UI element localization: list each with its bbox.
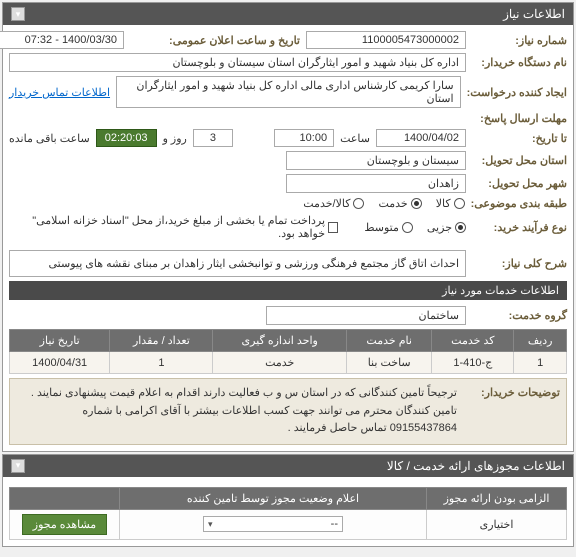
col-unit: واحد اندازه گیری — [213, 330, 347, 352]
services-table: ردیف کد خدمت نام خدمت واحد اندازه گیری ت… — [9, 329, 567, 374]
status-select[interactable]: -- ▾ — [203, 516, 343, 532]
col-mandatory: الزامی بودن ارائه مجوز — [427, 487, 567, 509]
deadline-label: مهلت ارسال پاسخ: — [472, 112, 567, 125]
service-group-value: ساختمان — [266, 306, 466, 325]
services-subheader: اطلاعات خدمات مورد نیاز — [9, 281, 567, 300]
city-label: شهر محل تحویل: — [472, 177, 567, 190]
province-label: استان محل تحویل: — [472, 154, 567, 167]
creator-label: ایجاد کننده درخواست: — [467, 86, 567, 99]
days-label: روز و — [163, 132, 187, 145]
chevron-down-icon: ▾ — [208, 519, 213, 530]
col-row: ردیف — [514, 330, 567, 352]
province-value: سیستان و بلوچستان — [286, 151, 466, 170]
need-no-label: شماره نیاز: — [472, 34, 567, 47]
col-qty: تعداد / مقدار — [110, 330, 213, 352]
need-info-header: اطلاعات نیاز ▾ — [3, 3, 573, 25]
licenses-title: اطلاعات مجوزهای ارائه خدمت / کالا — [387, 459, 565, 473]
collapse-icon-2[interactable]: ▾ — [11, 459, 25, 473]
buyer-org-value: اداره کل بنیاد شهید و امور ایثارگران است… — [9, 53, 466, 72]
categorize-label: طبقه بندی موضوعی: — [471, 197, 567, 210]
service-group-label: گروه خدمت: — [472, 309, 567, 322]
remain-label: ساعت باقی مانده — [9, 132, 90, 145]
purchase-type-radio-group: جزیی متوسط — [364, 221, 466, 234]
deadline-time: 10:00 — [274, 129, 334, 147]
summary-value: احداث اتاق گاز مجتمع فرهنگی ورزشی و توان… — [9, 250, 466, 277]
purchase-type-label: نوع فرآیند خرید: — [472, 221, 567, 234]
radio-kala[interactable]: کالا — [436, 197, 465, 210]
city-value: زاهدان — [286, 174, 466, 193]
time-label-1: ساعت — [340, 132, 370, 145]
col-name: نام خدمت — [346, 330, 431, 352]
licenses-header: اطلاعات مجوزهای ارائه خدمت / کالا ▾ — [3, 455, 573, 477]
col-date: تاریخ نیاز — [10, 330, 110, 352]
countdown: 02:20:03 — [96, 129, 157, 147]
buyer-contact-link[interactable]: اطلاعات تماس خریدار — [9, 86, 110, 99]
announce-label: تاریخ و ساعت اعلان عمومی: — [130, 34, 300, 47]
status-cell: -- ▾ — [120, 509, 427, 539]
collapse-icon[interactable]: ▾ — [11, 7, 25, 21]
todate-label: تا تاریخ: — [472, 132, 567, 145]
announce-value: 1400/03/30 - 07:32 — [0, 31, 124, 49]
radio-jozi[interactable]: جزیی — [427, 221, 466, 234]
radio-khadamat[interactable]: خدمت — [378, 197, 421, 210]
creator-value: سارا کریمی کارشناس اداری مالی اداره کل ب… — [116, 76, 461, 108]
radio-kalakhadamat[interactable]: کالا/خدمت — [303, 197, 364, 210]
need-no-value: 1100005473000002 — [306, 31, 466, 49]
table-row: 1 ج-410-1 ساخت بنا خدمت 1 1400/04/31 — [10, 352, 567, 374]
treasury-check[interactable]: پرداخت تمام یا بخشی از مبلغ خرید،از محل … — [9, 214, 338, 240]
table-row: اختیاری -- ▾ مشاهده مجوز — [10, 509, 567, 539]
need-info-panel: اطلاعات نیاز ▾ شماره نیاز: 1100005473000… — [2, 2, 574, 452]
payment-note: پرداخت تمام یا بخشی از مبلغ خرید،از محل … — [9, 214, 325, 240]
buyer-notes-text: ترجیحاً تامین کنندگانی که در استان س و ب… — [16, 385, 457, 438]
buyer-org-label: نام دستگاه خریدار: — [472, 56, 567, 69]
summary-label: شرح کلی نیاز: — [472, 257, 567, 270]
checkbox-icon — [328, 222, 338, 233]
licenses-panel: اطلاعات مجوزهای ارائه خدمت / کالا ▾ الزا… — [2, 454, 574, 547]
buyer-notes-box: توضیحات خریدار: ترجیحاً تامین کنندگانی ک… — [9, 378, 567, 445]
view-license-button[interactable]: مشاهده مجوز — [22, 514, 107, 535]
buyer-notes-label: توضیحات خریدار: — [465, 385, 560, 438]
col-action — [10, 487, 120, 509]
days-left: 3 — [193, 129, 233, 147]
col-status: اعلام وضعیت مجوز توسط تامین کننده — [120, 487, 427, 509]
deadline-date: 1400/04/02 — [376, 129, 466, 147]
radio-motevasset[interactable]: متوسط — [364, 221, 413, 234]
licenses-table: الزامی بودن ارائه مجوز اعلام وضعیت مجوز … — [9, 487, 567, 540]
category-radio-group: کالا خدمت کالا/خدمت — [303, 197, 464, 210]
need-info-title: اطلاعات نیاز — [503, 7, 565, 21]
col-code: کد خدمت — [432, 330, 514, 352]
